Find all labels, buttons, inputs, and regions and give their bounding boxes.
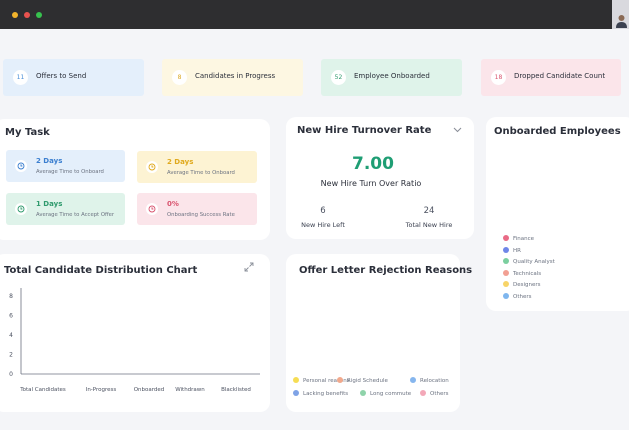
x-tick-label: In-Progress xyxy=(86,387,117,393)
legend-swatch xyxy=(360,390,366,396)
legend-swatch xyxy=(503,269,509,276)
legend-swatch xyxy=(293,390,299,396)
legend-swatch xyxy=(503,292,509,299)
legend-item[interactable]: Others xyxy=(503,292,532,300)
new-hire-left-label: New Hire Left xyxy=(301,221,345,229)
legend-item[interactable]: Designers xyxy=(503,281,541,288)
stat-employee-onboarded[interactable]: 52 Employee Onboarded xyxy=(321,59,462,96)
distribution-title: Total Candidate Distribution Chart xyxy=(4,265,198,276)
task-caption: Average Time to Onboard xyxy=(167,170,235,176)
legend-swatch xyxy=(337,377,343,383)
task-caption: Onboarding Success Rate xyxy=(167,212,235,218)
stat-candidates-in-progress[interactable]: 8 Candidates in Progress xyxy=(162,59,303,96)
onboarded-employees-card: Onboarded Employees Finance HR Quality Ana… xyxy=(486,117,629,311)
legend-item[interactable]: Quality Analyst xyxy=(503,258,555,265)
legend-label: Others xyxy=(513,293,532,300)
y-tick-label: 6 xyxy=(9,313,13,320)
task-caption: Average Time to Onboard xyxy=(36,169,104,175)
legend-label: Designers xyxy=(513,282,541,288)
distribution-bar-chart: 8 6 4 2 0 Total Candidates In-Progress Onboarde… xyxy=(9,288,260,393)
rejection-title: Offer Letter Rejection Reasons xyxy=(299,265,473,276)
expand-icon[interactable] xyxy=(244,262,254,272)
task-value: 2 Days xyxy=(167,158,194,166)
legend-label: Lacking benefits xyxy=(303,391,349,397)
stat-count: 18 xyxy=(491,70,506,85)
legend-label: Rigid Schedule xyxy=(347,378,388,384)
turnover-title: New Hire Turnover Rate xyxy=(297,125,432,136)
legend-item[interactable]: Others xyxy=(420,390,448,397)
legend-swatch xyxy=(503,235,509,241)
legend-label: Personal reasons xyxy=(303,378,350,384)
x-tick-label: Blacklisted xyxy=(221,387,251,393)
legend-label: Quality Analyst xyxy=(513,259,555,265)
distribution-chart-card: Total Candidate Distribution Chart 8 6 4 2 0… xyxy=(0,254,270,412)
task-avg-time-to-onboard[interactable]: 2 Days Average Time to Onboard xyxy=(6,150,125,182)
turnover-ratio-label: New Hire Turn Over Ratio xyxy=(320,179,422,188)
rejection-reasons-card: Offer Letter Rejection Reasons Personal … xyxy=(286,254,472,412)
stat-label: Dropped Candidate Count xyxy=(514,72,606,80)
stat-offers-to-send[interactable]: 11 Offers to Send xyxy=(3,59,144,96)
new-hire-left-value: 6 xyxy=(320,206,326,216)
minimize-dot[interactable] xyxy=(12,12,18,18)
maximize-dot[interactable] xyxy=(36,12,42,18)
legend-label: Others xyxy=(430,391,449,397)
y-tick-label: 4 xyxy=(9,332,13,339)
total-new-hire-value: 24 xyxy=(423,206,435,216)
x-tick-label: Total Candidates xyxy=(19,387,66,393)
total-new-hire-label: Total New Hire xyxy=(405,221,453,229)
my-task-title: My Task xyxy=(5,127,50,138)
stat-label: Offers to Send xyxy=(36,72,87,80)
legend-item[interactable]: Technicals xyxy=(503,269,542,277)
legend-item[interactable]: Rigid Schedule xyxy=(337,377,388,384)
legend-item[interactable]: HR xyxy=(503,246,521,254)
clock-icon xyxy=(146,203,158,215)
legend-label: HR xyxy=(513,247,521,254)
chevron-down-icon[interactable] xyxy=(453,127,462,133)
y-tick-label: 2 xyxy=(9,352,13,359)
y-tick-label: 8 xyxy=(9,293,13,300)
stat-dropped-candidate-count[interactable]: 18 Dropped Candidate Count xyxy=(481,59,621,96)
legend-swatch xyxy=(420,390,426,396)
clock-icon xyxy=(146,161,158,173)
onboarded-title: Onboarded Employees xyxy=(494,126,621,137)
task-value: 0% xyxy=(167,200,179,208)
legend-label: Technicals xyxy=(513,270,542,277)
close-dot[interactable] xyxy=(24,12,30,18)
legend-swatch xyxy=(503,258,509,264)
window-titlebar xyxy=(0,0,629,29)
task-avg-time-to-accept-offer[interactable]: 1 Days Average Time to Accept Offer xyxy=(6,193,125,225)
legend-item[interactable]: Personal reasons xyxy=(293,377,350,384)
legend-item[interactable]: Finance xyxy=(503,235,534,242)
stat-count: 11 xyxy=(13,70,28,85)
x-tick-label: Onboarded xyxy=(134,387,165,393)
legend-swatch xyxy=(410,377,416,383)
legend-label: Finance xyxy=(513,236,535,242)
turnover-ratio-value: 7.00 xyxy=(352,154,394,174)
x-tick-label: Withdrawn xyxy=(175,387,205,393)
legend-swatch xyxy=(503,246,509,253)
legend-item[interactable]: Long commute xyxy=(360,390,411,397)
legend-item[interactable]: Relocation xyxy=(410,377,449,384)
stat-label: Employee Onboarded xyxy=(354,72,430,80)
stat-count: 8 xyxy=(172,70,187,85)
legend-swatch xyxy=(293,377,299,383)
task-avg-time-to-onboard-2[interactable]: 2 Days Average Time to Onboard xyxy=(137,151,257,183)
task-value: 1 Days xyxy=(36,200,63,208)
task-onboarding-success-rate[interactable]: 0% Onboarding Success Rate xyxy=(137,193,257,225)
task-value: 2 Days xyxy=(36,157,63,165)
legend-swatch xyxy=(503,281,509,287)
stat-count: 52 xyxy=(331,70,346,85)
clock-icon xyxy=(15,160,27,172)
task-caption: Average Time to Accept Offer xyxy=(36,212,115,218)
profile-area[interactable] xyxy=(612,0,629,29)
legend-label: Long commute xyxy=(370,391,412,397)
stat-label: Candidates in Progress xyxy=(195,72,276,80)
avatar[interactable] xyxy=(616,14,627,28)
y-tick-label: 0 xyxy=(9,371,13,378)
clock-icon xyxy=(15,203,27,215)
turnover-card: New Hire Turnover Rate 7.00 New Hire Tur… xyxy=(286,117,474,239)
legend-item[interactable]: Lacking benefits xyxy=(293,390,348,397)
legend-label: Relocation xyxy=(420,378,449,384)
my-task-card: My Task 2 Days Average Time to Onboard 2… xyxy=(0,119,270,240)
